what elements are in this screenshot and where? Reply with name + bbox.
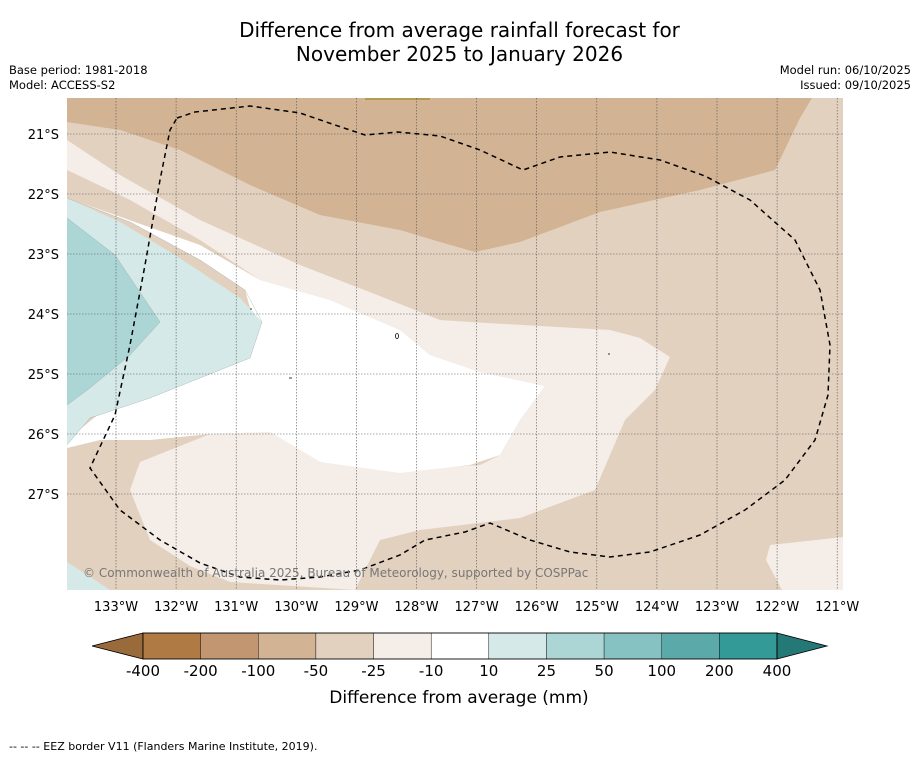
rainfall-region-minus100	[67, 98, 812, 252]
map-plot-area: © Commonwealth of Australia 2025, Bureau…	[67, 98, 843, 590]
longitude-label: 128°W	[394, 600, 438, 615]
metadata-right: Model run: 06/10/2025 Issued: 09/10/2025	[780, 63, 911, 93]
copyright-notice: © Commonwealth of Australia 2025, Bureau…	[83, 566, 588, 580]
rainfall-region-neutral	[67, 198, 545, 473]
longitude-label: 124°W	[635, 600, 679, 615]
colorbar-tick-label: -25	[361, 662, 386, 680]
model-name: Model: ACCESS-S2	[9, 78, 116, 92]
longitude-label: 121°W	[815, 600, 859, 615]
colorbar-tick-label: 50	[595, 662, 614, 680]
colorbar-swatch	[142, 632, 201, 660]
latitude-label: 25°S	[28, 368, 59, 383]
longitude-label: 125°W	[575, 600, 619, 615]
colorbar-extend-high	[776, 632, 829, 660]
colorbar-tick-label: 100	[647, 662, 676, 680]
colorbar-swatch	[488, 632, 547, 660]
graticule	[67, 98, 843, 590]
latitude-label: 27°S	[28, 488, 59, 503]
rainfall-region-plus10-small	[67, 562, 110, 590]
colorbar-swatch	[430, 632, 490, 660]
colorbar-swatch	[546, 632, 605, 660]
colorbar-swatch	[315, 632, 374, 660]
title-line-2: November 2025 to January 2026	[295, 42, 624, 66]
longitude-label: 127°W	[455, 600, 499, 615]
longitude-label: 123°W	[695, 600, 739, 615]
contour-lines	[67, 197, 263, 446]
longitude-label: 131°W	[214, 600, 258, 615]
longitude-label: 130°W	[274, 600, 318, 615]
latitude-label: 26°S	[28, 428, 59, 443]
colorbar-tick-label: -10	[419, 662, 444, 680]
issued-date: Issued: 09/10/2025	[800, 78, 911, 92]
rainfall-region-plus25	[67, 218, 160, 405]
colorbar-tick-label: 200	[705, 662, 734, 680]
metadata-left: Base period: 1981-2018 Model: ACCESS-S2	[9, 63, 148, 93]
eez-legend-note: -- -- -- EEZ border V11 (Flanders Marine…	[9, 740, 318, 753]
longitude-label: 122°W	[755, 600, 799, 615]
longitude-label: 129°W	[334, 600, 378, 615]
colorbar-swatch	[719, 632, 778, 660]
eez-border	[89, 105, 831, 581]
colorbar-swatch	[661, 632, 720, 660]
longitude-label: 126°W	[515, 600, 559, 615]
small-contour-markers	[250, 308, 610, 379]
colorbar-tick-label: 25	[537, 662, 556, 680]
latitude-labels: 21°S 22°S 23°S 24°S 25°S 26°S 27°S	[28, 128, 59, 503]
colorbar-tick-label: -200	[184, 662, 218, 680]
colorbar-extend-low	[91, 632, 144, 660]
colorbar-outline	[142, 632, 778, 660]
longitude-label: 133°W	[94, 600, 138, 615]
colorbar-swatch	[200, 632, 259, 660]
colorbar-title: Difference from average (mm)	[329, 688, 588, 708]
rainfall-region-minus25	[67, 140, 670, 590]
latitude-label: 23°S	[28, 248, 59, 263]
colorbar-tick-label: 400	[763, 662, 792, 680]
model-run: Model run: 06/10/2025	[779, 63, 911, 77]
colorbar-tick-label: -100	[241, 662, 275, 680]
base-period: Base period: 1981-2018	[9, 63, 148, 77]
longitude-label: 132°W	[154, 600, 198, 615]
title-line-1: Difference from average rainfall forecas…	[239, 18, 680, 42]
colorbar-tick-label: -400	[126, 662, 160, 680]
colorbar-tick-label: 10	[479, 662, 498, 680]
rainfall-region-minus25-small	[766, 537, 843, 590]
colorbar-tick-label: -50	[304, 662, 329, 680]
colorbar: -400 -200 -100 -50 -25 -10 10 25 50 100 200 400	[91, 632, 829, 680]
colorbar-swatch	[373, 632, 432, 660]
colorbar-swatch	[603, 632, 662, 660]
chart-title: Difference from average rainfall forecas…	[0, 18, 919, 66]
latitude-label: 24°S	[28, 308, 59, 323]
latitude-label: 22°S	[28, 188, 59, 203]
colorbar-swatch	[258, 632, 317, 660]
longitude-labels: 133°W 132°W 131°W 130°W 129°W 128°W 127°W 126°W…	[94, 600, 860, 615]
latitude-label: 21°S	[28, 128, 59, 143]
